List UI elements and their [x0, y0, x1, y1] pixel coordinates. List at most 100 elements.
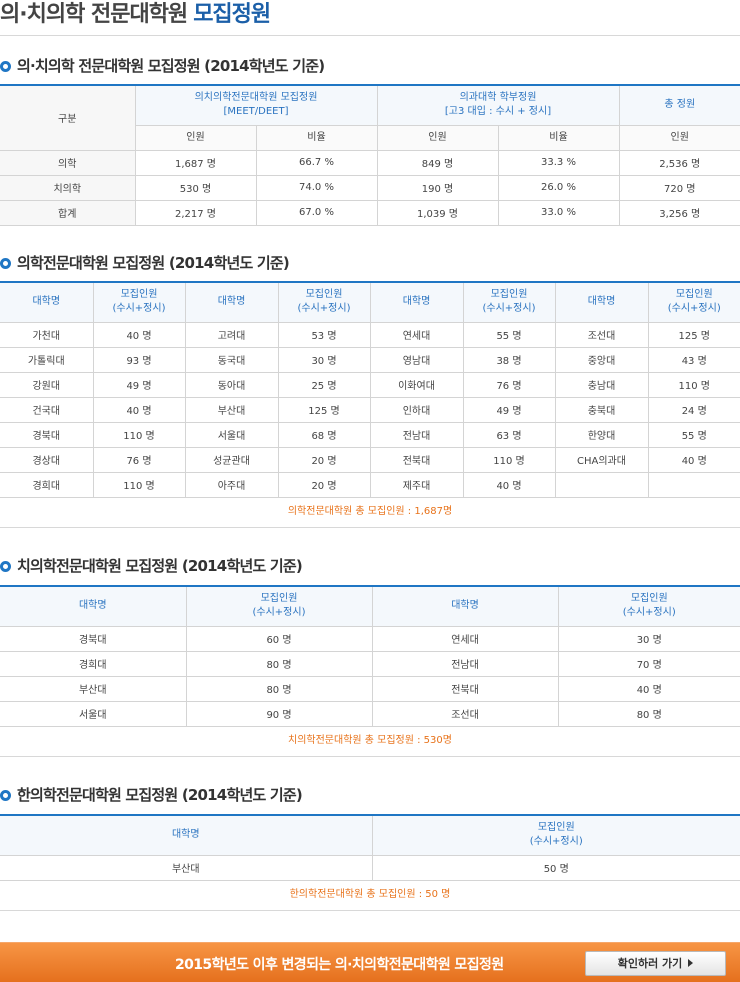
- page-title-main: 의·치의학 전문대학원: [0, 2, 188, 27]
- medical-total-note: 의학전문대학원 총 모집인원 : 1,687명: [0, 497, 740, 528]
- table-row: 합계 2,217 명 67.0 % 1,039 명 33.0 % 3,256 명: [0, 199, 740, 226]
- quota-cell: 125 명: [647, 321, 740, 348]
- school-header: 대학명: [0, 814, 373, 856]
- school-name-cell: 전북대: [371, 675, 559, 702]
- table-cell: 33.0 %: [497, 199, 620, 226]
- school-header: 대학명: [554, 281, 649, 323]
- row-label: 치의학: [0, 174, 136, 201]
- school-name-cell: 부산대: [0, 675, 187, 702]
- table-cell: 849 명: [376, 149, 499, 176]
- table-row: 경북대 60 명 연세대 30 명: [0, 625, 740, 652]
- quota-cell: 38 명: [462, 346, 556, 373]
- table-cell: 2,536 명: [618, 149, 740, 176]
- quota-cell: 60 명: [185, 625, 373, 652]
- table-cell: 1,039 명: [376, 199, 499, 226]
- school-name-cell: 한양대: [554, 421, 649, 448]
- table-row: 경희대 110 명 아주대 20 명 제주대 40 명: [0, 471, 740, 498]
- quota-cell: 40 명: [92, 396, 186, 423]
- quota-cell: 20 명: [277, 446, 371, 473]
- school-header: 대학명: [0, 281, 94, 323]
- school-name-cell: 연세대: [371, 625, 559, 652]
- table-row: 건국대 40 명 부산대 125 명 인하대 49 명 충북대 24 명: [0, 396, 740, 423]
- school-name-cell: [554, 471, 649, 498]
- school-name-cell: 서울대: [184, 421, 279, 448]
- quota-cell: 40 명: [462, 471, 556, 498]
- quota-cell: 80 명: [557, 700, 740, 727]
- quota-cell: 49 명: [92, 371, 186, 398]
- table-cell: 720 명: [618, 174, 740, 201]
- school-name-cell: 경북대: [0, 625, 187, 652]
- col-group-header: 구분: [0, 84, 136, 151]
- table-row: 의학 1,687 명 66.7 % 849 명 33.3 % 2,536 명: [0, 149, 740, 176]
- page-title: 의·치의학 전문대학원 모집정원: [0, 0, 271, 28]
- table-cell: 26.0 %: [497, 174, 620, 201]
- school-name-cell: 중앙대: [554, 346, 649, 373]
- quota-cell: 55 명: [647, 421, 740, 448]
- check-button[interactable]: 확인하러 가기: [585, 951, 726, 976]
- bullet-icon: [0, 258, 11, 269]
- school-name-cell: 가천대: [0, 321, 94, 348]
- row-label: 의학: [0, 149, 136, 176]
- table-cell: 1,687 명: [134, 149, 257, 176]
- school-name-cell: CHA의과대: [554, 446, 649, 473]
- quota-cell: 40 명: [92, 321, 186, 348]
- quota-header: 모집인원 (수시+정시): [185, 585, 373, 627]
- medical-quota-table: 대학명 모집인원 (수시+정시) 대학명 모집인원 (수시+정시) 대학명 모집인원 (수시+정…: [0, 281, 740, 498]
- school-name-cell: 경상대: [0, 446, 94, 473]
- table-row: 치의학 530 명 74.0 % 190 명 26.0 % 720 명: [0, 174, 740, 201]
- quota-cell: 93 명: [92, 346, 186, 373]
- section-title-dental: 치의학전문대학원 모집정원 (2014학년도 기준): [0, 556, 303, 576]
- quota-cell: 76 명: [462, 371, 556, 398]
- school-name-cell: 경희대: [0, 650, 187, 677]
- school-header: 대학명: [369, 281, 464, 323]
- quota-cell: 90 명: [185, 700, 373, 727]
- sub-header: 비율: [497, 124, 620, 151]
- school-name-cell: 연세대: [369, 321, 464, 348]
- group-header-undergrad: 의과대학 학부정원 [고3 대입 : 수시 + 정시]: [376, 84, 620, 126]
- school-name-cell: 아주대: [184, 471, 279, 498]
- bullet-icon: [0, 790, 11, 801]
- section-title-text: 치의학전문대학원 모집정원 (2014학년도 기준): [17, 557, 303, 575]
- table-row: 경희대 80 명 전남대 70 명: [0, 650, 740, 677]
- page-title-highlight: 모집정원: [193, 2, 271, 27]
- quota-cell: 49 명: [462, 396, 556, 423]
- school-name-cell: 부산대: [0, 854, 373, 881]
- sub-header: 인원: [376, 124, 499, 151]
- school-name-cell: 경희대: [0, 471, 94, 498]
- school-name-cell: 전북대: [369, 446, 464, 473]
- school-name-cell: 동국대: [184, 346, 279, 373]
- page-header: 의·치의학 전문대학원 모집정원: [0, 0, 740, 36]
- quota-cell: 24 명: [647, 396, 740, 423]
- quota-cell: 76 명: [92, 446, 186, 473]
- school-name-cell: 서울대: [0, 700, 187, 727]
- table-row: 가천대 40 명 고려대 53 명 연세대 55 명 조선대 125 명: [0, 321, 740, 348]
- overall-quota-table: 구분 의치의학전문대학원 모집정원 [MEET/DEET] 의과대학 학부정원 [고…: [0, 84, 740, 226]
- quota-cell: [647, 471, 740, 498]
- school-name-cell: 충남대: [554, 371, 649, 398]
- quota-cell: 63 명: [462, 421, 556, 448]
- table-row: 부산대 80 명 전북대 40 명: [0, 675, 740, 702]
- quota-cell: 25 명: [277, 371, 371, 398]
- section-title-text: 한의학전문대학원 모집정원 (2014학년도 기준): [17, 786, 303, 804]
- school-name-cell: 건국대: [0, 396, 94, 423]
- table-cell: 190 명: [376, 174, 499, 201]
- school-name-cell: 전남대: [369, 421, 464, 448]
- quota-cell: 30 명: [277, 346, 371, 373]
- school-header: 대학명: [371, 585, 559, 627]
- table-cell: 66.7 %: [255, 149, 378, 176]
- school-header: 대학명: [0, 585, 187, 627]
- section-title-text: 의·치의학 전문대학원 모집정원 (2014학년도 기준): [17, 57, 325, 75]
- quota-header: 모집인원 (수시+정시): [462, 281, 556, 323]
- school-name-cell: 영남대: [369, 346, 464, 373]
- oriental-total-note: 한의학전문대학원 총 모집인원 : 50 명: [0, 880, 740, 911]
- bottom-banner: 2015학년도 이후 변경되는 의·치의학전문대학원 모집정원 확인하러 가기: [0, 942, 740, 982]
- oriental-quota-table: 대학명 모집인원 (수시+정시) 부산대 50 명: [0, 814, 740, 881]
- quota-cell: 20 명: [277, 471, 371, 498]
- school-name-cell: 동아대: [184, 371, 279, 398]
- quota-cell: 110 명: [462, 446, 556, 473]
- dental-total-note: 치의학전문대학원 총 모집정원 : 530명: [0, 726, 740, 757]
- group-header-meet: 의치의학전문대학원 모집정원 [MEET/DEET]: [134, 84, 378, 126]
- table-row: 가톨릭대 93 명 동국대 30 명 영남대 38 명 중앙대 43 명: [0, 346, 740, 373]
- quota-header: 모집인원 (수시+정시): [371, 814, 740, 856]
- sub-header: 비율: [255, 124, 378, 151]
